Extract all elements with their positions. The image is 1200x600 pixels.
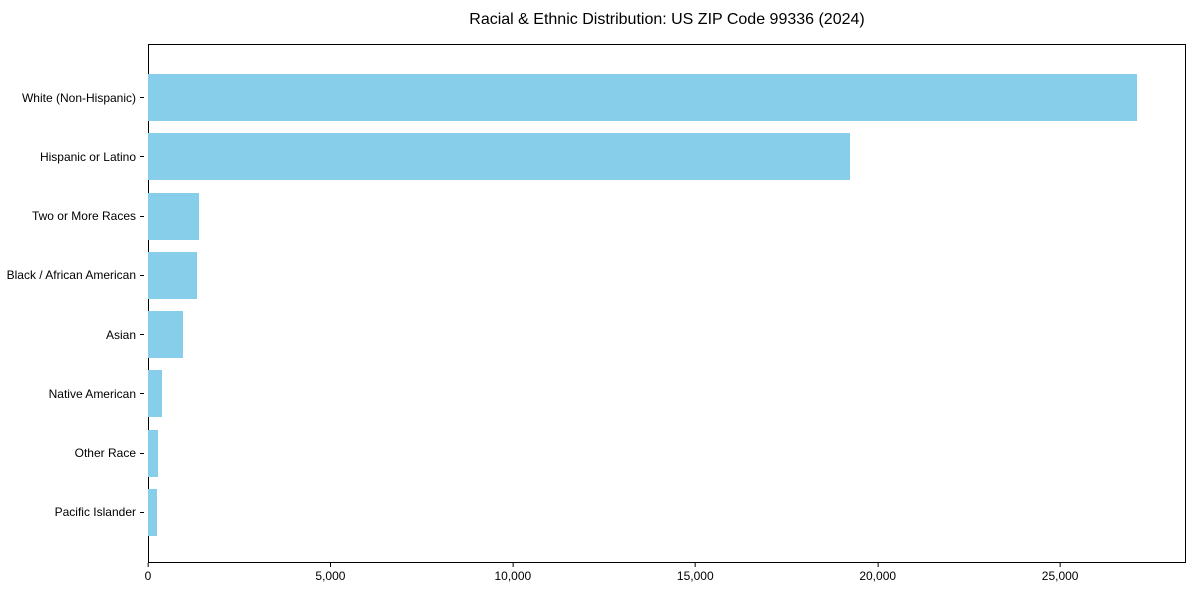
x-tick-label: 15,000 [676,569,714,583]
bar [148,429,158,477]
category-label: Other Race [74,446,136,461]
x-tick: 5,000 [315,563,345,582]
bar-row: Black / African American [0,251,1186,299]
bar-track [148,192,1186,240]
category-label: Native American [48,386,136,401]
category-label: Hispanic or Latino [39,149,136,164]
x-tick-mark [694,563,696,567]
bar [148,251,198,299]
y-tick-mark [140,452,144,454]
bar-row: Two or More Races [0,192,1186,240]
y-tick-mark [140,511,144,513]
x-tick-mark [329,563,331,567]
x-tick-label: 25,000 [1041,569,1079,583]
y-tick-mark [140,97,144,98]
y-tick-mark [140,334,144,336]
x-tick-label: 20,000 [859,569,897,583]
bar-track [148,488,1186,536]
x-tick: 10,000 [494,563,531,582]
bar-row: Pacific Islander [0,488,1186,536]
x-tick-mark [1059,563,1061,567]
x-tick-mark [512,563,514,567]
bar [148,370,162,418]
x-tick: 15,000 [677,563,714,582]
category-label: White (Non-Hispanic) [21,90,136,105]
x-tick-mark [147,563,149,567]
bar [148,192,200,240]
bar-track [148,133,1186,181]
bar-track [148,370,1186,418]
x-tick: 25,000 [1041,563,1079,583]
y-tick-mark [140,274,144,276]
bar-row: White (Non-Hispanic) [0,74,1186,121]
x-tick: 20,000 [859,563,896,582]
y-tick-mark [140,215,144,217]
x-axis: 0 5,000 10,000 15,000 20,000 25,000 [144,563,1186,595]
x-tick-mark [877,563,879,567]
bar [148,133,851,181]
bar-row: Asian [0,311,1186,359]
bar [148,311,183,359]
category-label: Two or More Races [31,209,136,224]
bar-track [148,251,1186,299]
bar-track [148,429,1186,477]
bar-row: Other Race [0,429,1186,477]
chart-title: Racial & Ethnic Distribution: US ZIP Cod… [469,11,865,28]
bar-row: Native American [0,370,1186,418]
bar [148,74,1137,121]
bar-track [148,74,1186,121]
plot-area [148,44,1186,563]
x-tick-label: 0 [144,569,152,583]
x-tick-label: 10,000 [494,569,532,583]
category-label: Asian [105,327,136,342]
y-tick-mark [140,393,144,395]
x-tick-label: 5,000 [315,569,346,583]
category-label: Pacific Islander [54,505,136,520]
x-tick: 0 [144,563,152,583]
y-tick-mark [140,156,144,158]
category-label: Black / African American [6,268,136,283]
bar-row: Hispanic or Latino [0,133,1186,181]
bar [148,488,157,536]
bar-track [148,311,1186,359]
bar-rows: White (Non-Hispanic) Hispanic or Latino … [0,44,1186,563]
